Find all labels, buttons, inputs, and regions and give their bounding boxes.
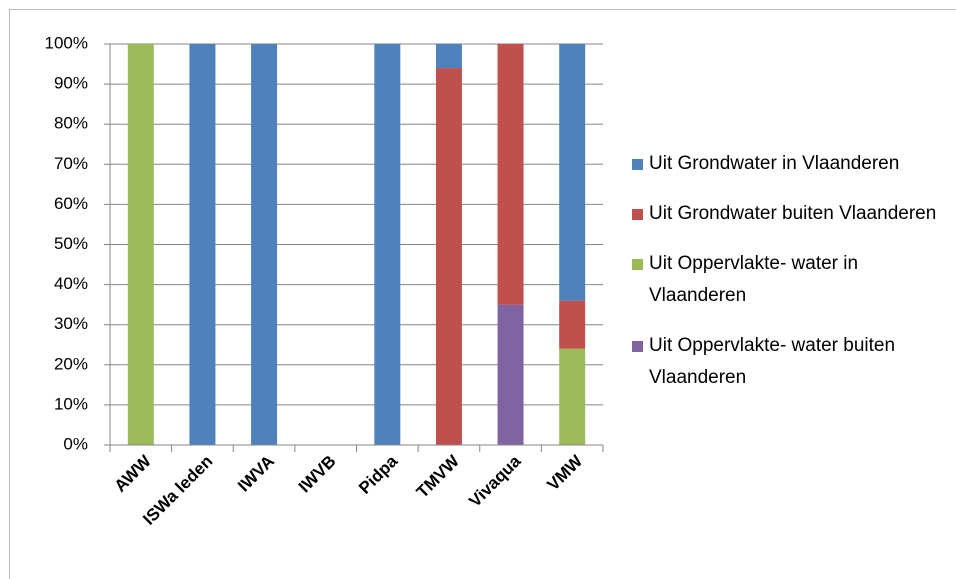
x-tick-label: IWVB — [295, 452, 340, 497]
legend-swatch — [632, 259, 643, 270]
y-tick-label: 20% — [54, 354, 88, 373]
bar-segment — [374, 44, 401, 445]
legend-label: Uit Oppervlakte- water buiten Vlaanderen — [649, 335, 896, 388]
bar-segment — [497, 44, 524, 305]
y-tick-label: 30% — [54, 314, 88, 333]
legend-item: Uit Oppervlakte- water buiten Vlaanderen — [632, 330, 952, 394]
x-tick-label: TMVW — [413, 451, 464, 502]
bar-segment — [435, 68, 462, 445]
bar-segment — [559, 44, 586, 301]
legend-label: Uit Grondwater buiten Vlaanderen — [649, 203, 937, 224]
y-tick-label: 60% — [54, 194, 88, 213]
chart-frame — [9, 9, 956, 579]
x-tick-label: Vivaqua — [465, 451, 525, 511]
bar-segment — [559, 300, 586, 349]
legend-item: Uit Grondwater in Vlaanderen — [632, 148, 952, 180]
legend: Uit Grondwater in Vlaanderen Uit Grondwat… — [632, 148, 952, 412]
bar-segment — [189, 44, 216, 445]
y-tick-label: 70% — [54, 154, 88, 173]
x-tick-label: Pidpa — [355, 451, 402, 498]
y-tick-label: 40% — [54, 274, 88, 293]
bar-segment — [251, 44, 278, 445]
y-tick-label: 100% — [45, 33, 88, 52]
x-tick-label: AWW — [111, 451, 156, 496]
bar-segment — [435, 44, 462, 69]
legend-swatch — [632, 159, 643, 170]
x-tick-label: IWVA — [234, 452, 278, 496]
y-tick-label: 0% — [63, 434, 88, 453]
legend-item: Uit Oppervlakte- water in Vlaanderen — [632, 248, 952, 312]
bar-segment — [127, 44, 154, 445]
y-tick-label: 50% — [54, 234, 88, 253]
bar-segment — [497, 304, 524, 445]
legend-item: Uit Grondwater buiten Vlaanderen — [632, 198, 952, 230]
legend-label: Uit Grondwater in Vlaanderen — [649, 153, 900, 174]
y-tick-label: 90% — [54, 74, 88, 93]
x-tick-label: VMW — [543, 451, 586, 494]
legend-swatch — [632, 341, 643, 352]
y-tick-label: 10% — [54, 394, 88, 413]
y-tick-label: 80% — [54, 114, 88, 133]
bar-segment — [559, 348, 586, 445]
legend-label: Uit Oppervlakte- water in Vlaanderen — [649, 253, 859, 306]
legend-swatch — [632, 209, 643, 220]
